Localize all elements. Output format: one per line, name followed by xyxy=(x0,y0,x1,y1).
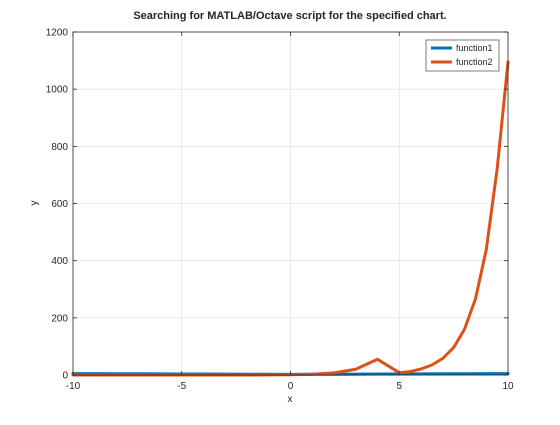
legend-box xyxy=(425,39,500,72)
x-tick-label: 5 xyxy=(396,381,402,392)
y-tick-label: 400 xyxy=(51,256,68,267)
y-tick-label: 200 xyxy=(51,313,68,324)
legend: function1 function2 xyxy=(425,39,500,72)
x-axis-label: x xyxy=(288,394,293,405)
y-tick-label: 1000 xyxy=(46,85,69,96)
y-tick-label: 800 xyxy=(51,142,68,153)
x-tick-label: -10 xyxy=(66,381,81,392)
y-tick-label: 0 xyxy=(62,371,68,382)
y-tick-label: 600 xyxy=(51,199,68,210)
grid-lines xyxy=(72,31,509,376)
chart-title: Searching for MATLAB/Octave script for t… xyxy=(133,10,446,22)
y-axis-label: y xyxy=(29,201,40,206)
legend-label-function1: function1 xyxy=(456,43,493,53)
x-tick-label: 0 xyxy=(288,381,294,392)
x-tick-label: 10 xyxy=(502,381,514,392)
y-tick-label: 1200 xyxy=(46,28,69,39)
x-tick-label: -5 xyxy=(177,381,186,392)
legend-label-function2: function2 xyxy=(456,57,493,67)
ticks: -10 -5 0 5 10 0 200 400 600 800 1000 1200 xyxy=(46,28,514,393)
